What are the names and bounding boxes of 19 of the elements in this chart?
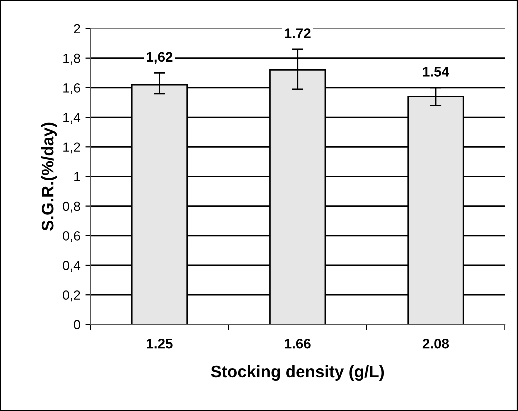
y-tick-label: 0 [74, 320, 80, 330]
data-label: 1,62 [147, 52, 173, 64]
y-tick-label: 2 [74, 24, 80, 34]
data-label: 1.72 [285, 28, 311, 38]
y-tick-label: 0,4 [63, 261, 81, 272]
data-label: 1.54 [423, 67, 450, 77]
y-tick-label: 0,6 [63, 231, 80, 242]
x-tick-label: 1.66 [285, 338, 311, 349]
y-tick-label: 0,2 [63, 290, 80, 302]
y-tick-label: 1,8 [64, 54, 80, 65]
y-tick-label: 1,6 [64, 84, 80, 94]
x-tick-label: 1.25 [147, 338, 173, 349]
y-axis-title: S.G.R.(%/day) [41, 122, 58, 231]
y-tick-label: 1,2 [64, 142, 80, 154]
x-axis-title: Stocking density (g/L) [211, 365, 384, 382]
y-tick-label: 1 [74, 172, 80, 182]
x-tick-label: 2.08 [422, 338, 450, 349]
y-tick-label: 0,8 [63, 202, 80, 213]
y-tick-label: 1,4 [64, 113, 81, 124]
